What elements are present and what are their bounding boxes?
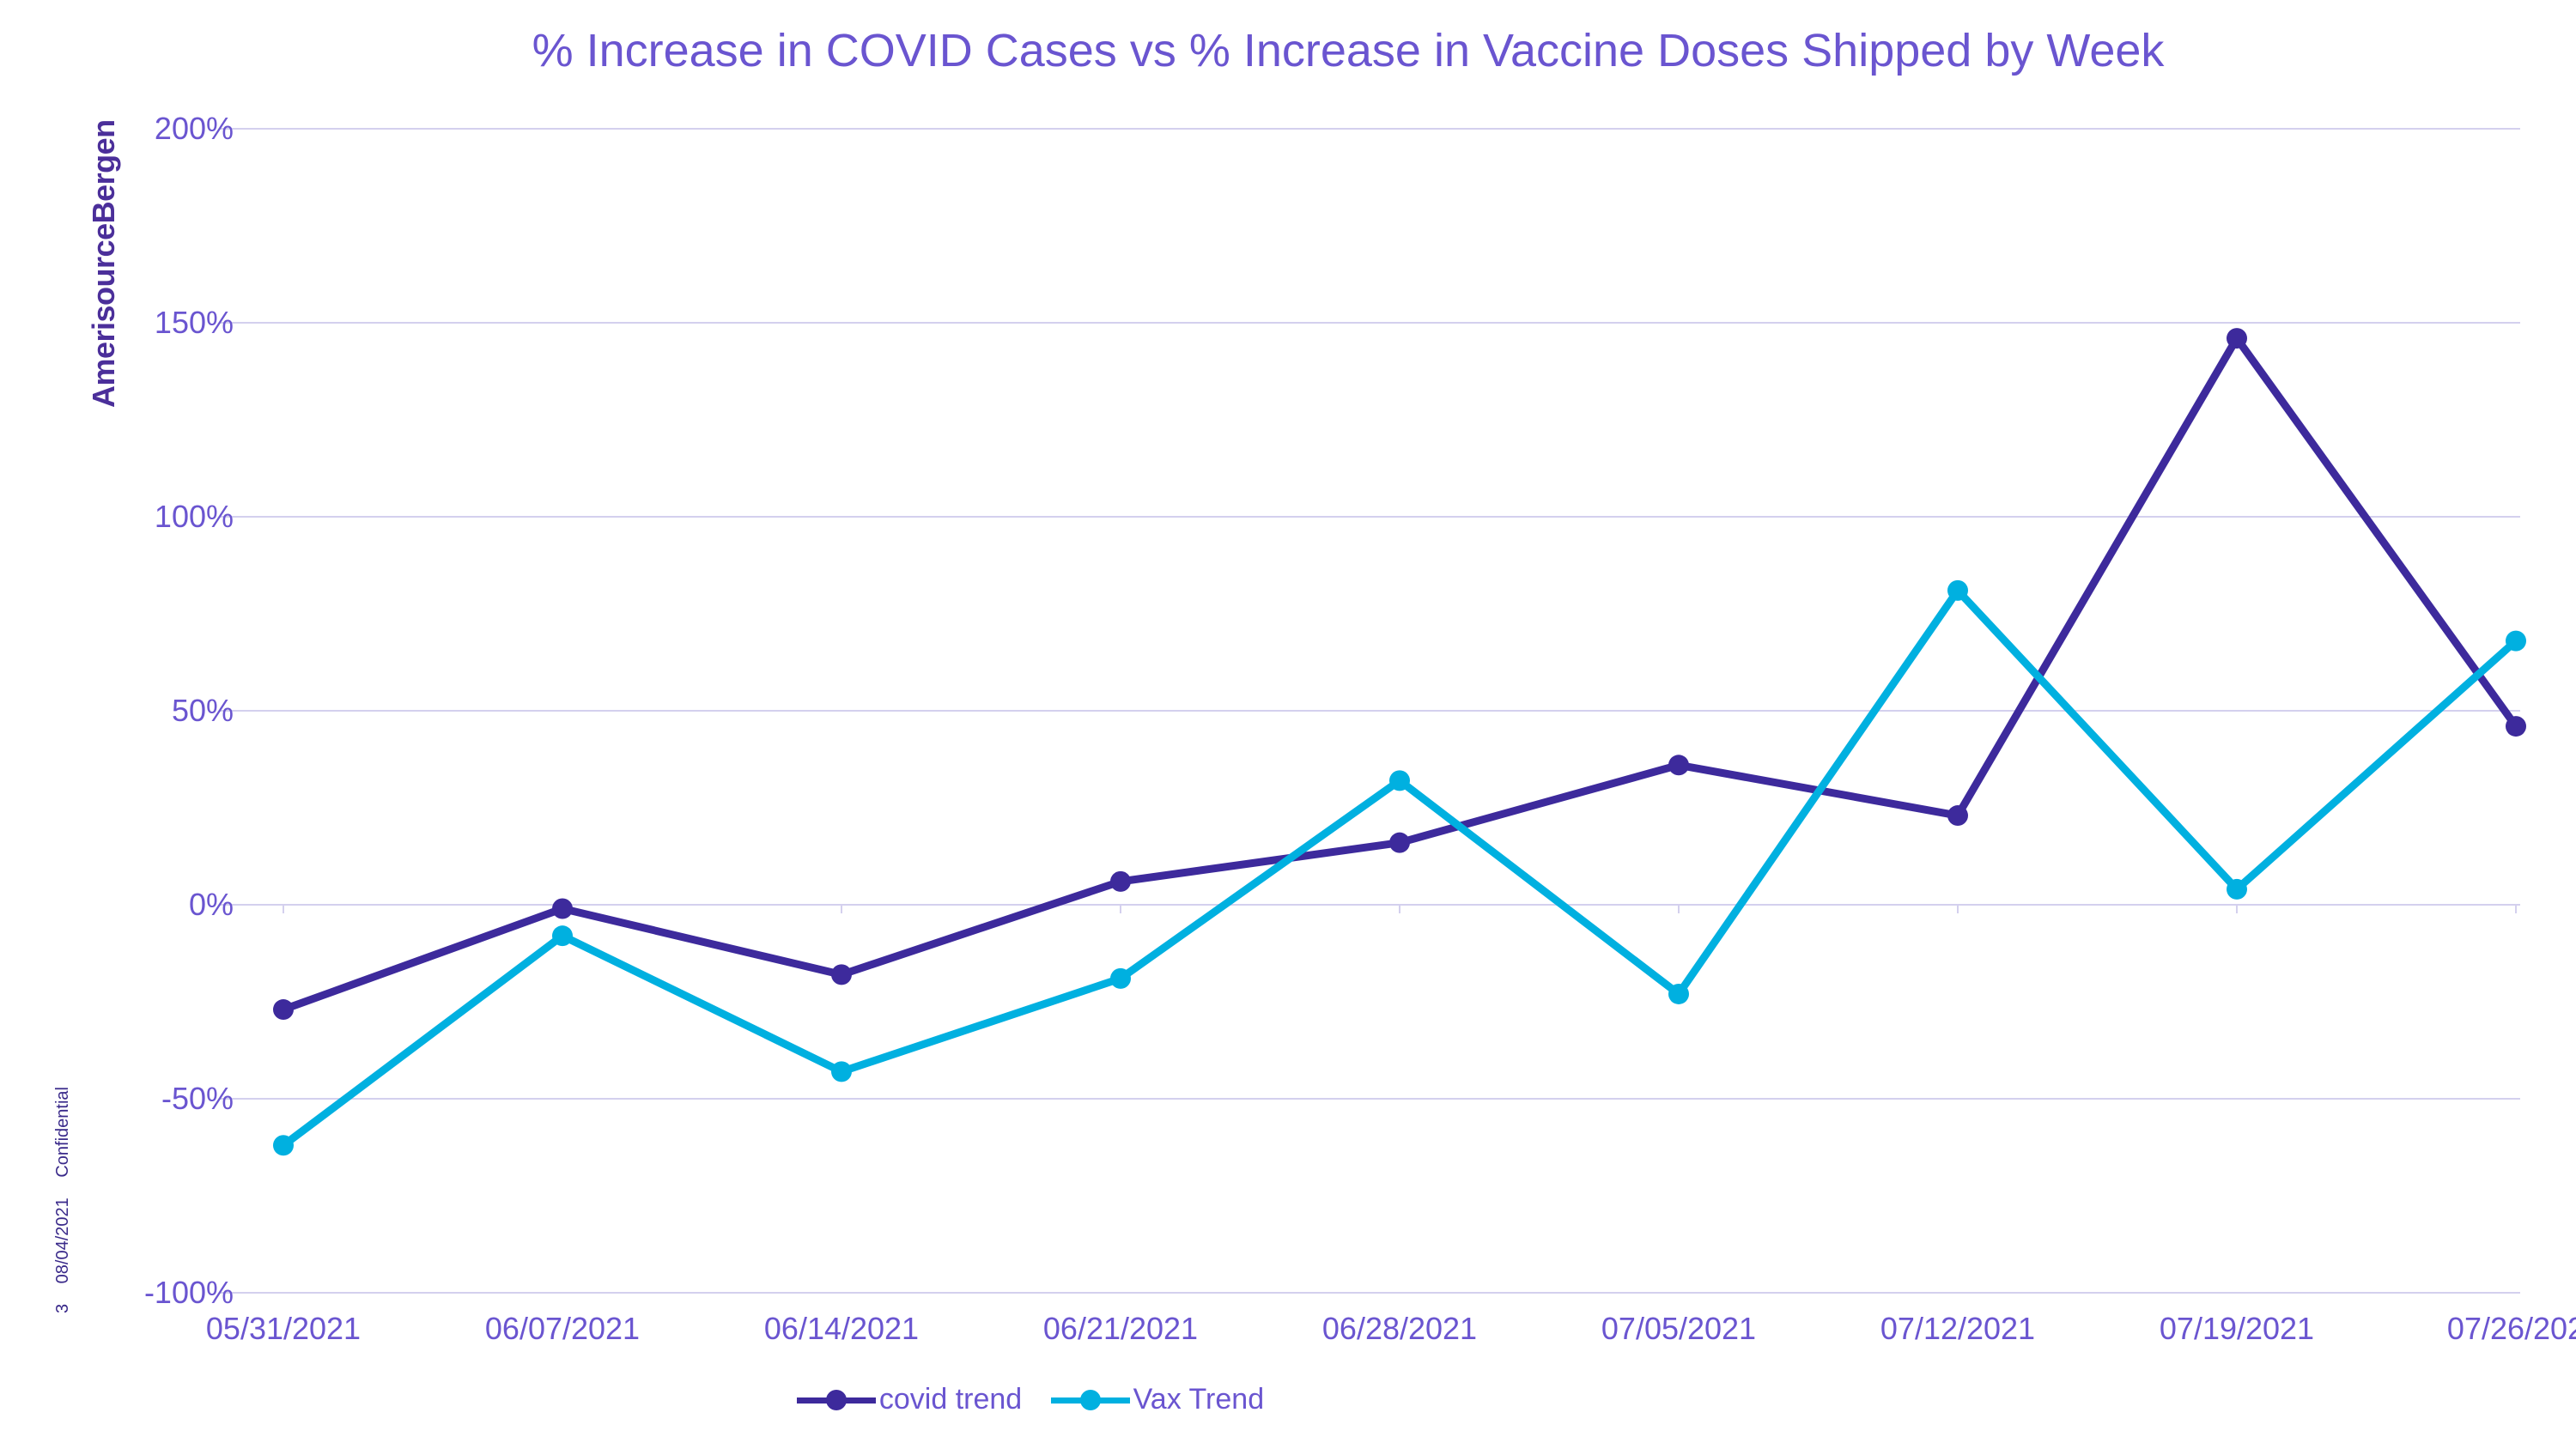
x-tick-label: 05/31/2021 (206, 1311, 361, 1346)
y-tick-label: 50% (172, 693, 234, 728)
data-point[interactable] (2506, 716, 2526, 737)
y-tick-label: 200% (155, 111, 234, 146)
data-point[interactable] (2506, 630, 2526, 652)
legend-swatch-vax (1050, 1390, 1130, 1410)
data-point[interactable] (1947, 805, 1968, 827)
data-point[interactable] (1947, 579, 1968, 601)
x-tick-label: 06/28/2021 (1322, 1311, 1477, 1346)
data-point[interactable] (831, 1061, 852, 1082)
y-axis-ticks: -100% -50% 0% 50% 100% 150% 200% (144, 111, 234, 1310)
legend-item-covid-trend[interactable]: covid trend (796, 1382, 1023, 1416)
y-tick-label: 0% (189, 887, 234, 922)
series-vax-trend (273, 579, 2526, 1156)
legend-label-covid-trend: covid trend (878, 1382, 1023, 1416)
legend-label-vax-trend: Vax Trend (1133, 1382, 1265, 1416)
data-point[interactable] (2227, 878, 2247, 900)
data-point[interactable] (1110, 870, 1131, 892)
x-tick-label: 06/07/2021 (485, 1311, 640, 1346)
chart-title: % Increase in COVID Cases vs % Increase … (532, 25, 2165, 76)
y-tick-label: 150% (155, 305, 234, 340)
x-tick-label: 06/21/2021 (1043, 1311, 1198, 1346)
data-point[interactable] (1389, 832, 1410, 853)
line-chart: -100% -50% 0% 50% 100% 150% 200% 05/31/2021 06/… (144, 111, 2576, 1346)
data-point[interactable] (1389, 770, 1410, 791)
x-tick-label: 07/26/202 (2447, 1311, 2576, 1346)
series-lines (273, 328, 2526, 1156)
data-point[interactable] (552, 925, 573, 947)
y-tick-label: -50% (161, 1081, 234, 1116)
legend-swatch-covid (796, 1390, 876, 1410)
data-point[interactable] (552, 898, 573, 919)
data-point[interactable] (831, 964, 852, 985)
y-tick-label: -100% (144, 1275, 234, 1310)
x-tick-label: 07/12/2021 (1880, 1311, 2035, 1346)
data-point[interactable] (273, 1135, 294, 1156)
gridlines (219, 128, 2520, 1294)
series-covid-trend (273, 328, 2526, 1021)
y-tick-label: 100% (155, 499, 234, 534)
data-point[interactable] (1110, 967, 1131, 989)
data-point[interactable] (1668, 755, 1689, 776)
series-line (281, 586, 2518, 1149)
x-tick-label: 07/19/2021 (2160, 1311, 2314, 1346)
data-point[interactable] (273, 999, 294, 1021)
x-tick-label: 07/05/2021 (1601, 1311, 1756, 1346)
data-point[interactable] (1668, 983, 1689, 1004)
x-tick-label: 06/14/2021 (764, 1311, 919, 1346)
data-point[interactable] (2227, 328, 2247, 349)
legend-item-vax-trend[interactable]: Vax Trend (1050, 1382, 1265, 1416)
x-axis-ticks: 05/31/2021 06/07/2021 06/14/2021 06/21/2021… (206, 905, 2576, 1346)
legend: covid trend Vax Trend (0, 1378, 2061, 1416)
